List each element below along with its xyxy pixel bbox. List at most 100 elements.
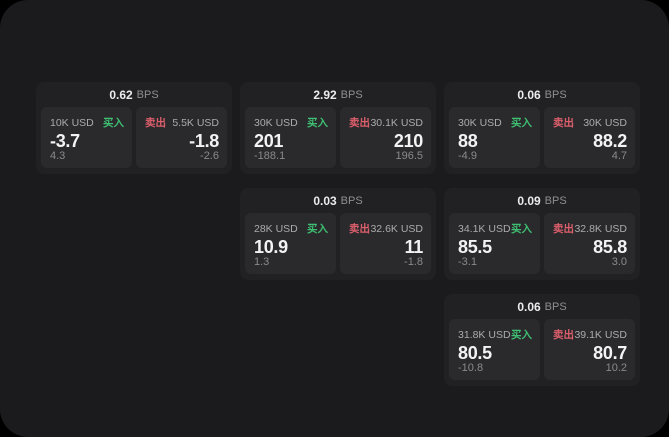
bps-unit-label: BPS: [340, 194, 363, 207]
sell-notional-amount: 30K USD: [583, 116, 627, 129]
buy-tile[interactable]: 30K USD 买入 88 -4.9: [449, 107, 540, 168]
sell-tile[interactable]: 卖出 30K USD 88.2 4.7: [544, 107, 635, 168]
sell-side-label: 卖出: [145, 117, 166, 129]
buy-tile-header: 10K USD 买入: [50, 115, 124, 130]
sell-tile[interactable]: 卖出 32.8K USD 85.8 3.0: [544, 213, 635, 274]
buy-side-label: 买入: [511, 117, 532, 129]
bps-header: 0.62 BPS: [41, 82, 227, 107]
buy-tile[interactable]: 30K USD 买入 201 -188.1: [245, 107, 336, 168]
sell-side-label: 卖出: [349, 117, 370, 129]
buy-price: -3.7: [50, 130, 80, 151]
quote-card: 0.62 BPS 10K USD 买入 -3.7 4.3 卖出 5.5K USD…: [36, 82, 232, 174]
bps-value: 2.92: [313, 87, 337, 102]
buy-change: -10.8: [458, 362, 484, 374]
sell-tile[interactable]: 卖出 32.6K USD 11 -1.8: [340, 213, 431, 274]
buy-side-label: 买入: [307, 223, 328, 235]
sell-tile-header: 卖出 30.1K USD: [349, 115, 423, 130]
sell-notional-amount: 30.1K USD: [370, 116, 423, 129]
buy-tile-header: 30K USD 买入: [254, 115, 328, 130]
buy-side-label: 买入: [511, 223, 532, 235]
sell-tile[interactable]: 卖出 30.1K USD 210 196.5: [340, 107, 431, 168]
buy-tile[interactable]: 28K USD 买入 10.9 1.3: [245, 213, 336, 274]
buy-price: 85.5: [458, 236, 492, 257]
buy-change: 4.3: [50, 150, 66, 162]
sell-change: 10.2: [605, 362, 627, 374]
buy-price: 80.5: [458, 342, 492, 363]
sell-change: 4.7: [611, 150, 627, 162]
buy-tile[interactable]: 31.8K USD 买入 80.5 -10.8: [449, 319, 540, 380]
buy-side-label: 买入: [511, 329, 532, 341]
quote-tiles: 30K USD 买入 201 -188.1 卖出 30.1K USD 210 1…: [245, 107, 431, 168]
buy-tile-header: 30K USD 买入: [458, 115, 532, 130]
buy-change: -3.1: [458, 256, 477, 268]
bps-unit-label: BPS: [544, 300, 567, 313]
bps-unit-label: BPS: [544, 88, 567, 101]
buy-notional-amount: 31.8K USD: [458, 328, 511, 341]
quote-tiles: 34.1K USD 买入 85.5 -3.1 卖出 32.8K USD 85.8…: [449, 213, 635, 274]
sell-price: -1.8: [189, 130, 219, 151]
buy-price: 88: [458, 130, 478, 151]
quote-card: 0.06 BPS 31.8K USD 买入 80.5 -10.8 卖出 39.1…: [444, 294, 640, 386]
sell-tile-header: 卖出 32.6K USD: [349, 221, 423, 236]
sell-price: 80.7: [593, 342, 627, 363]
buy-side-label: 买入: [103, 117, 124, 129]
sell-price: 11: [404, 236, 424, 257]
buy-tile-header: 31.8K USD 买入: [458, 327, 532, 342]
sell-tile[interactable]: 卖出 5.5K USD -1.8 -2.6: [136, 107, 227, 168]
bps-unit-label: BPS: [544, 194, 567, 207]
bps-header: 0.09 BPS: [449, 188, 635, 213]
bps-value: 0.09: [517, 193, 541, 208]
bps-header: 2.92 BPS: [245, 82, 431, 107]
sell-change: -1.8: [404, 256, 423, 268]
buy-price: 10.9: [254, 236, 288, 257]
sell-notional-amount: 32.8K USD: [574, 222, 627, 235]
sell-change: 3.0: [611, 256, 627, 268]
cards-grid: 0.62 BPS 10K USD 买入 -3.7 4.3 卖出 5.5K USD…: [36, 82, 640, 386]
sell-side-label: 卖出: [349, 223, 370, 235]
bps-header: 0.06 BPS: [449, 82, 635, 107]
sell-notional-amount: 5.5K USD: [172, 116, 219, 129]
sell-change: -2.6: [200, 150, 219, 162]
buy-tile[interactable]: 34.1K USD 买入 85.5 -3.1: [449, 213, 540, 274]
buy-side-label: 买入: [307, 117, 328, 129]
sell-side-label: 卖出: [553, 117, 574, 129]
bps-unit-label: BPS: [136, 88, 159, 101]
quote-tiles: 30K USD 买入 88 -4.9 卖出 30K USD 88.2 4.7: [449, 107, 635, 168]
buy-tile-header: 28K USD 买入: [254, 221, 328, 236]
sell-tile-header: 卖出 30K USD: [553, 115, 627, 130]
bps-value: 0.03: [313, 193, 337, 208]
buy-notional-amount: 10K USD: [50, 116, 94, 129]
sell-side-label: 卖出: [553, 329, 574, 341]
buy-tile-header: 34.1K USD 买入: [458, 221, 532, 236]
quote-card: 2.92 BPS 30K USD 买入 201 -188.1 卖出 30.1K …: [240, 82, 436, 174]
quote-card: 0.03 BPS 28K USD 买入 10.9 1.3 卖出 32.6K US…: [240, 188, 436, 280]
sell-notional-amount: 39.1K USD: [574, 328, 627, 341]
buy-notional-amount: 30K USD: [254, 116, 298, 129]
sell-price: 85.8: [593, 236, 627, 257]
sell-price: 88.2: [593, 130, 627, 151]
sell-side-label: 卖出: [553, 223, 574, 235]
bps-value: 0.06: [517, 87, 541, 102]
buy-notional-amount: 28K USD: [254, 222, 298, 235]
sell-tile-header: 卖出 32.8K USD: [553, 221, 627, 236]
buy-tile[interactable]: 10K USD 买入 -3.7 4.3: [41, 107, 132, 168]
buy-change: -4.9: [458, 150, 477, 162]
bps-header: 0.03 BPS: [245, 188, 431, 213]
quote-tiles: 10K USD 买入 -3.7 4.3 卖出 5.5K USD -1.8 -2.…: [41, 107, 227, 168]
sell-tile[interactable]: 卖出 39.1K USD 80.7 10.2: [544, 319, 635, 380]
quote-card: 0.06 BPS 30K USD 买入 88 -4.9 卖出 30K USD 8…: [444, 82, 640, 174]
buy-change: 1.3: [254, 256, 270, 268]
buy-price: 201: [254, 130, 284, 151]
buy-notional-amount: 30K USD: [458, 116, 502, 129]
bps-header: 0.06 BPS: [449, 294, 635, 319]
sell-change: 196.5: [395, 150, 423, 162]
buy-notional-amount: 34.1K USD: [458, 222, 511, 235]
sell-tile-header: 卖出 5.5K USD: [145, 115, 219, 130]
quote-tiles: 31.8K USD 买入 80.5 -10.8 卖出 39.1K USD 80.…: [449, 319, 635, 380]
bps-value: 0.62: [109, 87, 133, 102]
quote-card: 0.09 BPS 34.1K USD 买入 85.5 -3.1 卖出 32.8K…: [444, 188, 640, 280]
bps-unit-label: BPS: [340, 88, 363, 101]
buy-change: -188.1: [254, 150, 286, 162]
bps-value: 0.06: [517, 299, 541, 314]
